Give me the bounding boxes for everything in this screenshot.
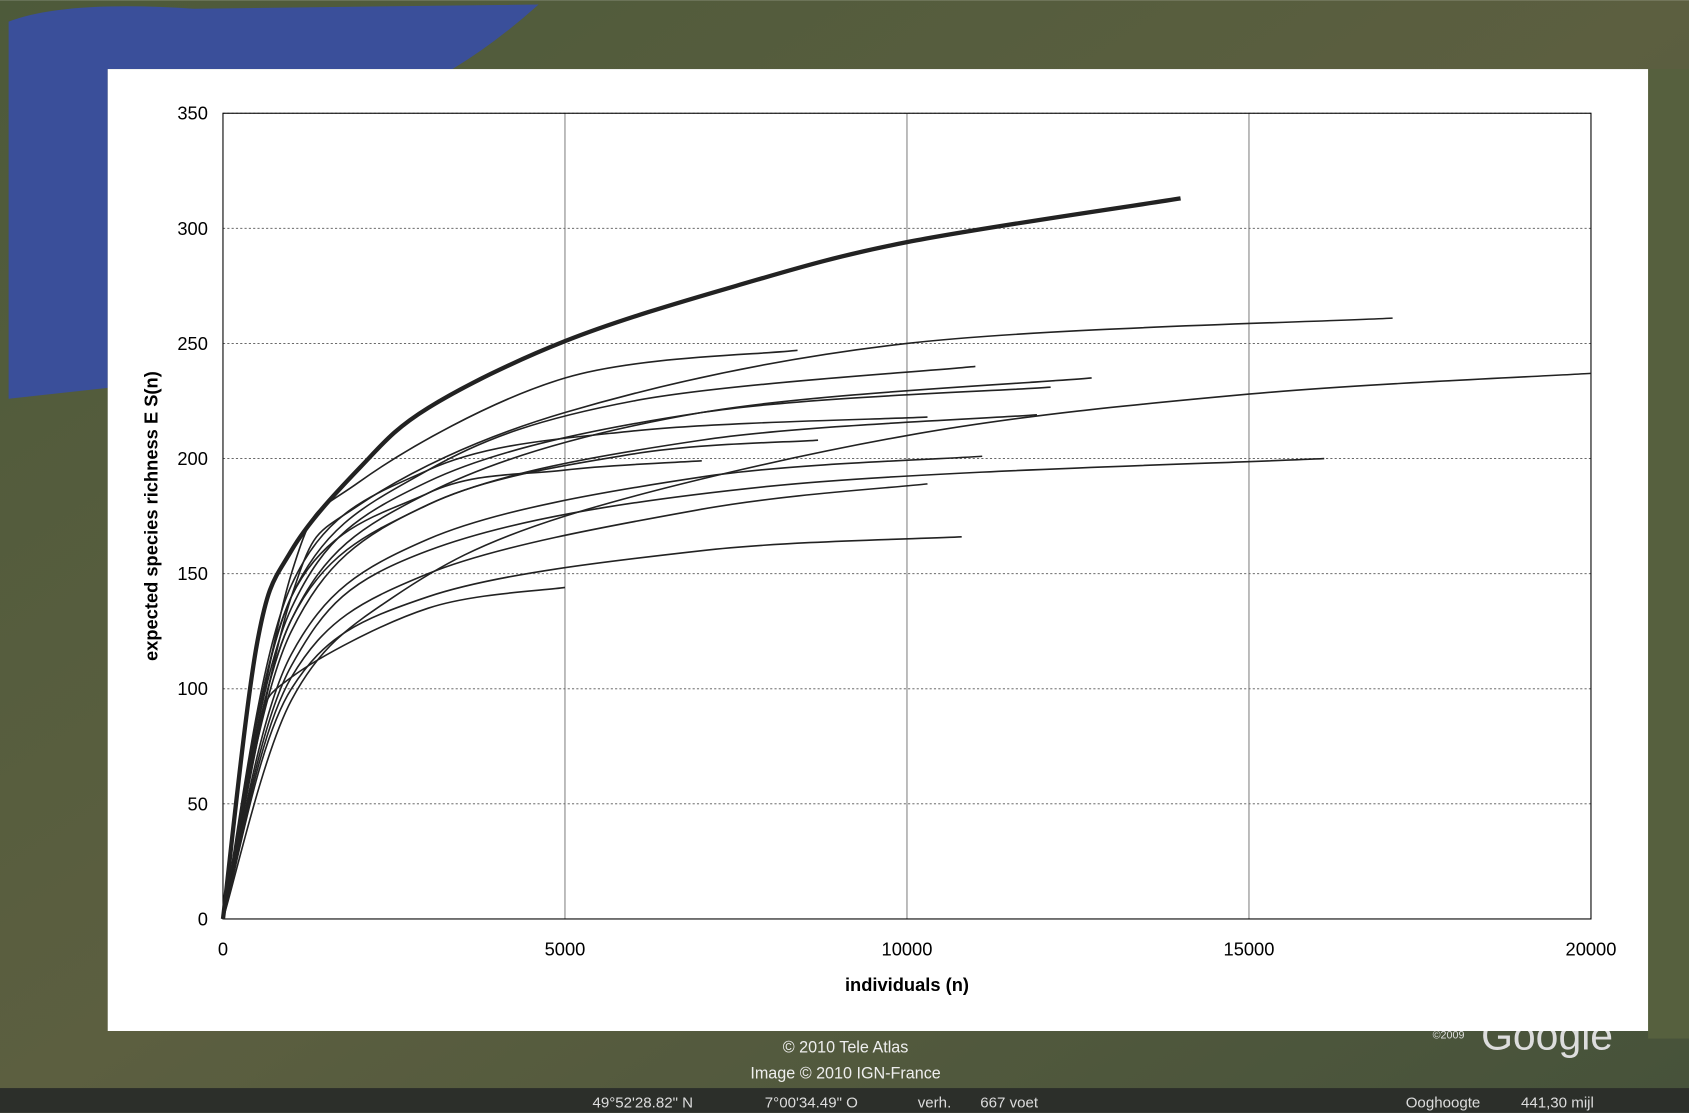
status-text: 7°00'34.49" O: [765, 1094, 858, 1111]
status-text: verh.: [918, 1094, 952, 1111]
logo-year: ©2009: [1433, 1030, 1465, 1042]
screen: © 2010 Tele Atlas Image © 2010 IGN-Franc…: [0, 0, 1689, 1113]
map-edge: [1648, 69, 1689, 1038]
x-axis-label: individuals (n): [845, 974, 969, 995]
status-text: 667 voet: [980, 1094, 1039, 1111]
x-tick-label: 5000: [545, 939, 586, 960]
y-tick-label: 250: [177, 333, 208, 354]
status-text: 441,30 mijl: [1521, 1094, 1594, 1111]
page: © 2010 Tele Atlas Image © 2010 IGN-Franc…: [0, 0, 1689, 1113]
y-tick-label: 200: [177, 448, 208, 469]
y-tick-label: 50: [188, 793, 208, 814]
y-tick-label: 150: [177, 563, 208, 584]
x-tick-label: 20000: [1566, 939, 1617, 960]
y-axis-label: expected species richness E S(n): [140, 371, 161, 661]
x-tick-label: 15000: [1224, 939, 1275, 960]
credit: Image © 2010 IGN-France: [750, 1064, 940, 1082]
y-tick-label: 100: [177, 678, 208, 699]
status-text: 49°52'28.82" N: [592, 1094, 693, 1111]
x-tick-label: 0: [218, 939, 228, 960]
y-tick-label: 350: [177, 103, 208, 124]
y-tick-label: 300: [177, 218, 208, 239]
x-tick-label: 10000: [882, 939, 933, 960]
status-text: Ooghoogte: [1406, 1094, 1481, 1111]
y-tick-label: 0: [198, 908, 208, 929]
credit: © 2010 Tele Atlas: [783, 1039, 909, 1057]
